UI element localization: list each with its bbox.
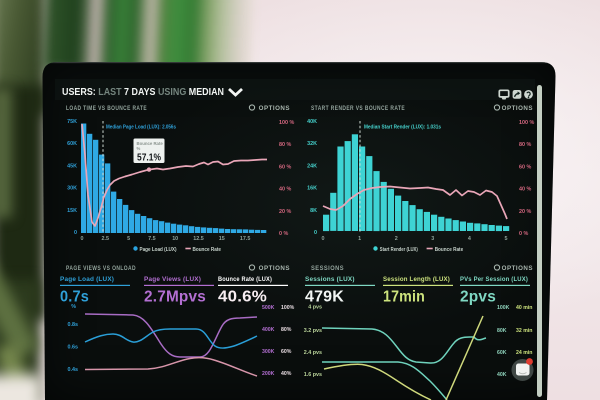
svg-text:START RENDER VS BOUNCE RATE: START RENDER VS BOUNCE RATE [311, 105, 405, 112]
svg-text:60 %: 60 % [279, 164, 291, 170]
svg-text:8K: 8K [310, 208, 317, 214]
svg-text:20 %: 20 % [279, 209, 291, 215]
svg-text:10: 10 [172, 236, 178, 242]
svg-text:40%: 40% [281, 371, 292, 377]
svg-text:1: 1 [358, 236, 361, 242]
svg-text:2.5: 2.5 [102, 236, 110, 242]
svg-text:60%: 60% [281, 349, 292, 355]
svg-text:Start Render (LUX): Start Render (LUX) [380, 247, 418, 253]
svg-text:100K: 100K [497, 305, 510, 311]
svg-text:0: 0 [81, 236, 84, 242]
svg-text:Median Page Load (LUX): 2.056s: Median Page Load (LUX): 2.056s [106, 125, 176, 131]
svg-text:3: 3 [431, 236, 434, 242]
svg-text:Page Load (LUX): Page Load (LUX) [60, 276, 114, 283]
svg-text:0.8s: 0.8s [68, 322, 79, 328]
svg-text:2: 2 [395, 236, 398, 242]
svg-text:32K: 32K [307, 141, 317, 147]
svg-text:2pvs: 2pvs [460, 289, 496, 306]
svg-text:SESSIONS: SESSIONS [311, 265, 344, 272]
svg-text:5: 5 [127, 236, 130, 242]
svg-text:1.6 pvs: 1.6 pvs [304, 372, 322, 378]
svg-text:40 %: 40 % [519, 187, 531, 193]
svg-text:200K: 200K [262, 371, 275, 377]
svg-text:%: % [137, 146, 141, 151]
svg-text:17.5: 17.5 [240, 236, 251, 242]
svg-text:0: 0 [74, 230, 77, 236]
svg-text:0 %: 0 % [519, 231, 528, 237]
svg-text:Session Length (LUX): Session Length (LUX) [383, 276, 450, 283]
svg-text:0.6s: 0.6s [68, 345, 79, 351]
svg-text:24K: 24K [307, 163, 317, 169]
svg-text:5: 5 [505, 236, 508, 242]
svg-text:80K: 80K [497, 328, 507, 334]
svg-text:57.1%: 57.1% [137, 152, 162, 164]
svg-text:60K: 60K [67, 141, 77, 147]
svg-text:0.4s: 0.4s [68, 367, 79, 373]
svg-text:4: 4 [468, 236, 471, 242]
svg-text:30K: 30K [67, 186, 77, 192]
svg-text:OPTIONS: OPTIONS [259, 265, 290, 272]
svg-text:40 min: 40 min [516, 305, 532, 311]
svg-text:479K: 479K [305, 289, 345, 306]
svg-text:OPTIONS: OPTIONS [502, 105, 533, 112]
svg-text:OPTIONS: OPTIONS [502, 265, 533, 272]
svg-text:Median Start Render (LUX): 1.0: Median Start Render (LUX): 1.031s [364, 125, 441, 131]
svg-text:400K: 400K [262, 327, 275, 333]
svg-text:80 %: 80 % [519, 142, 531, 148]
svg-text:80%: 80% [281, 327, 292, 333]
svg-text:Bounce Rate: Bounce Rate [435, 247, 464, 253]
svg-text:%: % [71, 304, 76, 310]
svg-text:32 min: 32 min [516, 328, 532, 334]
svg-text:100%: 100% [281, 305, 295, 311]
svg-text:0 %: 0 % [279, 231, 288, 237]
svg-text:0: 0 [314, 230, 317, 236]
svg-text:USERS: LAST 7 DAYS USING MEDIA: USERS: LAST 7 DAYS USING MEDIAN [62, 87, 224, 98]
svg-text:24 min: 24 min [516, 350, 532, 356]
svg-text:100 %: 100 % [519, 120, 534, 126]
svg-text:2.7Mpvs: 2.7Mpvs [144, 289, 206, 306]
svg-text:3.2 pvs: 3.2 pvs [304, 328, 322, 334]
svg-text:Bounce Rate: Bounce Rate [137, 141, 164, 146]
svg-text:15: 15 [219, 236, 225, 242]
svg-text:Page Load (LUX): Page Load (LUX) [140, 247, 177, 253]
svg-text:Sessions (LUX): Sessions (LUX) [305, 276, 355, 283]
svg-text:300K: 300K [262, 349, 275, 355]
svg-text:40K: 40K [307, 119, 317, 125]
svg-text:PVs Per Session (LUX): PVs Per Session (LUX) [460, 276, 528, 283]
svg-text:Bounce Rate: Bounce Rate [193, 247, 222, 253]
svg-text:Bounce Rate (LUX): Bounce Rate (LUX) [218, 276, 272, 283]
svg-text:40.6%: 40.6% [218, 289, 267, 306]
svg-text:17min: 17min [383, 289, 425, 306]
svg-text:60K: 60K [497, 350, 507, 356]
svg-text:75K: 75K [67, 119, 77, 125]
svg-text:16K: 16K [307, 186, 317, 192]
svg-text:15K: 15K [67, 208, 77, 214]
svg-text:LOAD TIME VS BOUNCE RATE: LOAD TIME VS BOUNCE RATE [66, 105, 147, 112]
svg-text:Page Views (LUX): Page Views (LUX) [144, 276, 201, 283]
svg-text:0.7s: 0.7s [60, 289, 89, 306]
svg-text:0: 0 [322, 236, 325, 242]
svg-text:7.5: 7.5 [148, 236, 156, 242]
svg-text:4 pvs: 4 pvs [308, 305, 322, 311]
svg-text:OPTIONS: OPTIONS [259, 105, 290, 112]
svg-text:20 %: 20 % [519, 209, 531, 215]
svg-text:60 %: 60 % [519, 164, 531, 170]
svg-text:500K: 500K [262, 305, 275, 311]
svg-text:40K: 40K [497, 372, 507, 378]
svg-text:PAGE VIEWS VS ONLOAD: PAGE VIEWS VS ONLOAD [66, 265, 136, 272]
svg-text:45K: 45K [67, 163, 77, 169]
svg-text:100 %: 100 % [279, 120, 294, 126]
svg-text:80 %: 80 % [279, 142, 291, 148]
svg-text:12.5: 12.5 [193, 236, 204, 242]
svg-text:2.4 pvs: 2.4 pvs [304, 350, 322, 356]
svg-text:40 %: 40 % [279, 187, 291, 193]
